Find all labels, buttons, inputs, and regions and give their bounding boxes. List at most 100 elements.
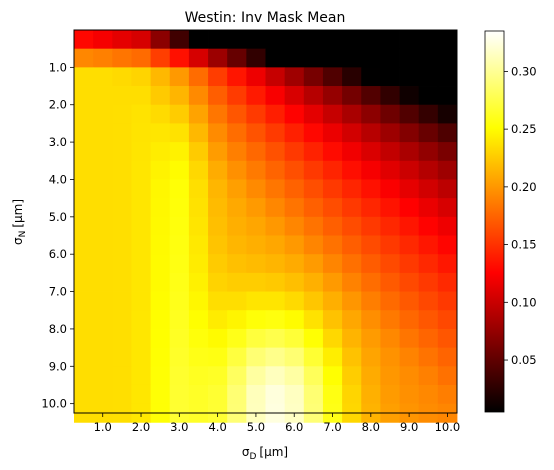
- heatmap-cell: [399, 30, 420, 50]
- colorbar-ticks: 0.05 0.10 0.15 0.20 0.25 0.30: [504, 64, 537, 367]
- heatmap-cell: [246, 123, 266, 143]
- heatmap-cell: [208, 216, 228, 236]
- heatmap-cell: [208, 123, 228, 143]
- heatmap-cell: [131, 142, 151, 162]
- heatmap-cell: [303, 254, 324, 274]
- heatmap-cell: [150, 347, 171, 367]
- heatmap-cell: [322, 272, 343, 292]
- heatmap-cell: [342, 198, 362, 218]
- heatmap-cell: [246, 48, 266, 68]
- heatmap-cell: [169, 123, 190, 143]
- heatmap-cell: [112, 86, 132, 106]
- y-tick-label: 10.0: [41, 397, 67, 411]
- heatmap-cell: [399, 123, 420, 143]
- heatmap-cell: [169, 179, 190, 199]
- heatmap-cell: [418, 328, 439, 349]
- heatmap-cell: [303, 179, 324, 199]
- heatmap-cell: [150, 67, 171, 87]
- heatmap-cell: [93, 160, 113, 180]
- heatmap-cell: [93, 30, 113, 50]
- heatmap-cell: [208, 272, 228, 292]
- heatmap-cell: [208, 104, 228, 124]
- heatmap-cell: [437, 347, 458, 367]
- heatmap-cell: [188, 310, 209, 330]
- heatmap-cell: [112, 142, 132, 162]
- heatmap-cell: [246, 384, 266, 405]
- heatmap-cell: [322, 104, 343, 124]
- heatmap-cell: [227, 366, 247, 386]
- heatmap-cell: [361, 328, 381, 349]
- heatmap-cell: [208, 291, 228, 311]
- heatmap-cell: [265, 179, 286, 199]
- heatmap-cell: [361, 384, 381, 405]
- heatmap-cell: [93, 104, 113, 124]
- heatmap-cell: [150, 328, 171, 349]
- heatmap-cell: [131, 160, 151, 180]
- heatmap-cell: [131, 328, 151, 349]
- heatmap-cell: [303, 142, 324, 162]
- heatmap-cell: [265, 310, 286, 330]
- heatmap-cell: [188, 104, 209, 124]
- y-axis-ticks: 1.0 2.0 3.0 4.0 5.0 6.0 7.0 8.0 9.0 10.0: [41, 60, 74, 411]
- heatmap-cell: [437, 254, 458, 274]
- heatmap-cell: [399, 347, 420, 367]
- heatmap-cell: [342, 216, 362, 236]
- colorbar: [484, 30, 505, 413]
- heatmap-cell: [284, 86, 305, 106]
- heatmap-cell: [322, 179, 343, 199]
- heatmap-cell: [227, 272, 247, 292]
- y-tick-label: 3.0: [49, 135, 67, 149]
- heatmap-cell: [227, 198, 247, 218]
- heatmap-cell: [227, 179, 247, 199]
- heatmap-cell: [284, 179, 305, 199]
- heatmap-cell: [322, 86, 343, 106]
- heatmap-cell: [188, 366, 209, 386]
- heatmap-cell: [437, 198, 458, 218]
- heatmap-cell: [246, 216, 266, 236]
- heatmap-cell: [188, 254, 209, 274]
- heatmap-cell: [93, 384, 113, 405]
- heatmap-cell: [150, 384, 171, 405]
- heatmap-cell: [246, 366, 266, 386]
- heatmap-cell: [342, 142, 362, 162]
- heatmap-cell: [322, 328, 343, 349]
- heatmap-cell: [188, 30, 209, 50]
- heatmap-cell: [342, 48, 362, 68]
- heatmap-cell: [380, 86, 400, 106]
- heatmap-cell: [74, 198, 94, 218]
- heatmap-cell: [303, 272, 324, 292]
- heatmap-cell: [303, 30, 324, 50]
- heatmap-cell: [112, 347, 132, 367]
- y-tick-label: 4.0: [49, 172, 67, 186]
- heatmap-cell: [169, 347, 190, 367]
- heatmap-cell: [74, 347, 94, 367]
- heatmap-cell: [208, 366, 228, 386]
- heatmap-cell: [399, 160, 420, 180]
- heatmap-cell: [265, 198, 286, 218]
- heatmap-cell: [284, 328, 305, 349]
- heatmap-cell: [131, 104, 151, 124]
- heatmap-cell: [131, 198, 151, 218]
- heatmap-cell: [284, 160, 305, 180]
- heatmap-cell: [246, 198, 266, 218]
- heatmap-cell: [112, 67, 132, 87]
- heatmap-cell: [265, 160, 286, 180]
- heatmap-cell: [150, 366, 171, 386]
- heatmap-cell: [112, 216, 132, 236]
- heatmap-cell: [303, 48, 324, 68]
- heatmap-cell: [188, 291, 209, 311]
- heatmap-cell: [361, 235, 381, 255]
- heatmap-cell: [284, 30, 305, 50]
- heatmap-cell: [303, 216, 324, 236]
- heatmap-cell: [284, 310, 305, 330]
- heatmap-cell: [265, 272, 286, 292]
- heatmap-cell: [112, 254, 132, 274]
- heatmap-cell: [74, 310, 94, 330]
- heatmap-cell: [93, 328, 113, 349]
- heatmap-cell: [342, 104, 362, 124]
- heatmap-cell: [342, 310, 362, 330]
- heatmap-cell: [418, 235, 439, 255]
- heatmap-cell: [169, 366, 190, 386]
- heatmap-cell: [208, 160, 228, 180]
